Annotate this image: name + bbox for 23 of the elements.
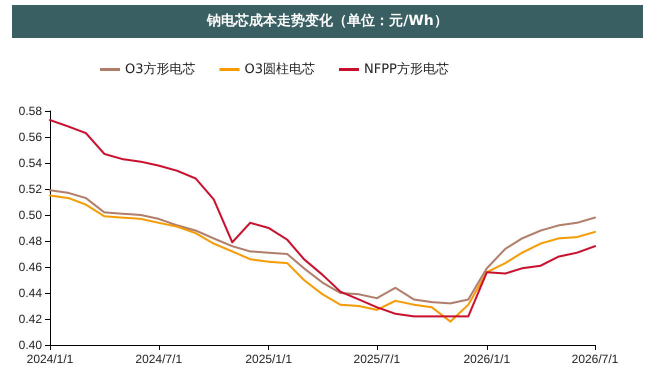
x-tick-label: 2024/1/1 <box>26 352 74 366</box>
y-tick-label: 0.50 <box>18 208 42 222</box>
x-tick-label: 2025/7/1 <box>354 352 401 366</box>
legend-label: O3圆柱电芯 <box>244 62 316 77</box>
chart-title: 钠电芯成本走势变化（单位：元/Wh） <box>12 5 643 38</box>
x-tick-label: 2026/1/1 <box>463 352 511 366</box>
y-tick-label: 0.58 <box>18 104 42 118</box>
y-tick-label: 0.40 <box>18 338 42 352</box>
y-tick-label: 0.54 <box>18 156 42 170</box>
legend-label: NFPP方形电芯 <box>364 61 449 77</box>
line-series <box>49 119 596 318</box>
x-tick-label: 2025/1/1 <box>245 352 292 366</box>
y-tick-label: 0.42 <box>18 312 42 326</box>
y-tick-label: 0.52 <box>18 182 42 196</box>
y-tick-label: 0.46 <box>18 260 42 274</box>
y-tick-label: 0.56 <box>18 130 42 144</box>
line-series <box>49 194 596 323</box>
line-series <box>49 189 596 304</box>
x-tick-label: 2024/7/1 <box>135 352 182 366</box>
x-tick-label: 2026/7/1 <box>572 352 619 366</box>
y-tick-label: 0.48 <box>18 234 42 248</box>
legend-label: O3方形电芯 <box>125 61 196 77</box>
y-tick-label: 0.44 <box>18 286 42 300</box>
